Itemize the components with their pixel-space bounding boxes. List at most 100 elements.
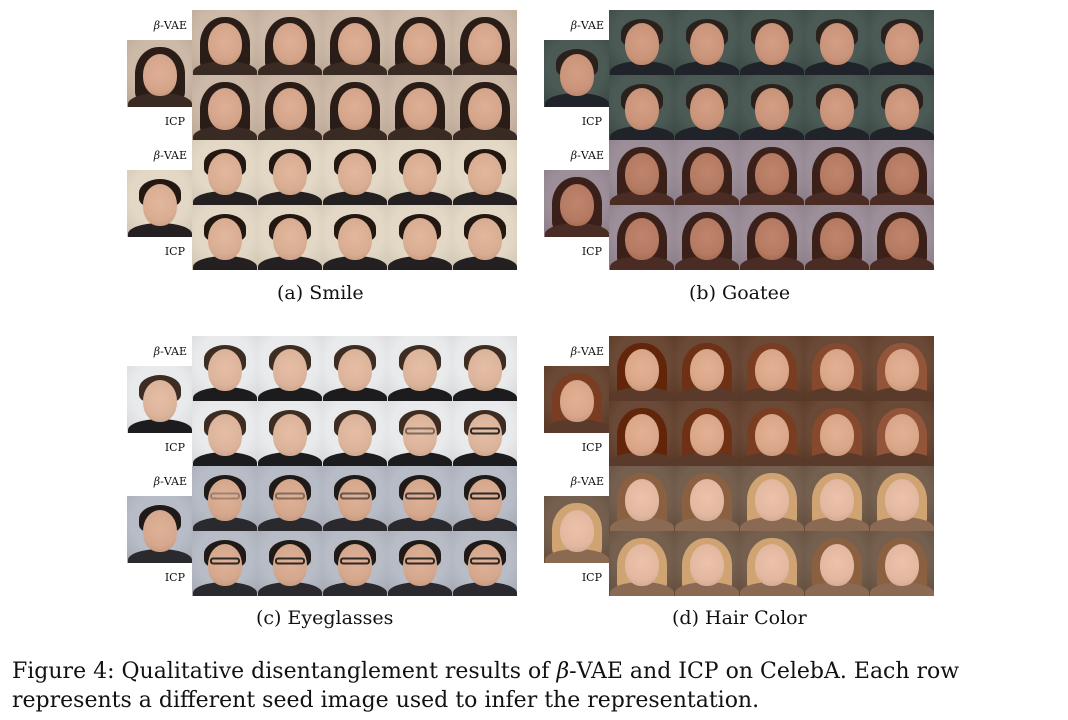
row-label-beta-vae: β-VAE	[571, 150, 604, 162]
face-shape	[207, 152, 242, 195]
face-shape	[337, 152, 372, 195]
shoulders-shape	[869, 387, 934, 401]
eyeglasses-shape	[339, 492, 370, 500]
shoulders-shape	[869, 256, 934, 270]
shoulders-shape	[544, 549, 609, 563]
face-image	[127, 496, 192, 563]
face-shape	[272, 87, 307, 130]
face-image	[869, 466, 934, 531]
shoulders-shape	[739, 61, 804, 75]
face-image	[127, 170, 192, 237]
row-label-icp: ICP	[164, 115, 185, 128]
face-shape	[624, 348, 659, 391]
face-image	[544, 40, 609, 107]
row-label-beta-vae: β-VAE	[571, 476, 604, 488]
shoulders-shape	[739, 256, 804, 270]
seed-image	[127, 170, 192, 237]
face-shape	[624, 217, 659, 260]
panel-goatee: β-VAE ICP β-VAE ICP	[544, 10, 954, 310]
face-image	[452, 531, 517, 596]
face-image	[804, 140, 869, 205]
face-image	[804, 401, 869, 466]
shoulders-shape	[257, 191, 322, 205]
row-label-icp: ICP	[164, 571, 185, 584]
face-image	[192, 466, 257, 531]
eyeglasses-shape	[274, 557, 305, 565]
shoulders-shape	[322, 582, 387, 596]
face-shape	[402, 217, 437, 260]
face-shape	[754, 87, 789, 130]
shoulders-shape	[387, 256, 452, 270]
face-image	[674, 140, 739, 205]
face-shape	[467, 22, 502, 65]
face-shape	[624, 87, 659, 130]
face-image	[869, 531, 934, 596]
face-shape	[689, 22, 724, 65]
face-shape	[819, 87, 854, 130]
shoulders-shape	[322, 61, 387, 75]
eyeglasses-shape	[274, 492, 305, 500]
face-image	[322, 75, 387, 140]
face-shape	[142, 183, 177, 226]
shoulders-shape	[322, 452, 387, 466]
eyeglasses-shape	[404, 427, 435, 435]
result-grid	[192, 466, 517, 596]
row-label-beta-vae: β-VAE	[154, 20, 187, 32]
face-image	[127, 40, 192, 107]
face-shape	[819, 348, 854, 391]
shoulders-shape	[674, 61, 739, 75]
face-image	[804, 531, 869, 596]
row-label-beta-vae: β-VAE	[154, 150, 187, 162]
row-label-beta-vae: β-VAE	[571, 346, 604, 358]
caption-eyeglasses: (c) Eyeglasses	[256, 607, 394, 629]
shoulders-shape	[739, 517, 804, 531]
face-image	[674, 75, 739, 140]
panel-hair-color: β-VAE ICP β-VAE ICP	[544, 336, 954, 636]
face-image	[674, 531, 739, 596]
face-shape	[337, 217, 372, 260]
face-image	[609, 466, 674, 531]
face-image	[192, 531, 257, 596]
face-image	[739, 205, 804, 270]
face-shape	[689, 348, 724, 391]
seed-image	[127, 40, 192, 107]
face-shape	[819, 478, 854, 521]
face-shape	[337, 22, 372, 65]
shoulders-shape	[869, 582, 934, 596]
shoulders-shape	[127, 419, 192, 433]
figure-caption-prefix: Figure 4: Qualitative disentanglement re…	[12, 659, 557, 684]
face-shape	[884, 22, 919, 65]
face-image	[609, 531, 674, 596]
row-label-icp: ICP	[164, 441, 185, 454]
shoulders-shape	[804, 582, 869, 596]
shoulders-shape	[609, 61, 674, 75]
shoulders-shape	[127, 223, 192, 237]
shoulders-shape	[452, 452, 517, 466]
eyeglasses-shape	[469, 427, 500, 435]
face-image	[739, 531, 804, 596]
face-image	[739, 140, 804, 205]
face-image	[452, 75, 517, 140]
result-grid	[609, 10, 934, 140]
shoulders-shape	[387, 582, 452, 596]
face-image	[192, 10, 257, 75]
face-shape	[337, 413, 372, 456]
eyeglasses-shape	[404, 492, 435, 500]
face-shape	[689, 217, 724, 260]
face-shape	[402, 348, 437, 391]
face-shape	[559, 379, 594, 422]
face-image	[609, 336, 674, 401]
row-label-icp: ICP	[581, 571, 602, 584]
face-shape	[272, 478, 307, 521]
figure-caption: Figure 4: Qualitative disentanglement re…	[12, 657, 1062, 715]
face-shape	[754, 543, 789, 586]
face-image	[387, 140, 452, 205]
face-image	[257, 336, 322, 401]
beta-symbol: β	[153, 475, 161, 488]
face-shape	[624, 413, 659, 456]
face-shape	[819, 217, 854, 260]
shoulders-shape	[739, 191, 804, 205]
shoulders-shape	[192, 256, 257, 270]
shoulders-shape	[452, 191, 517, 205]
shoulders-shape	[257, 61, 322, 75]
